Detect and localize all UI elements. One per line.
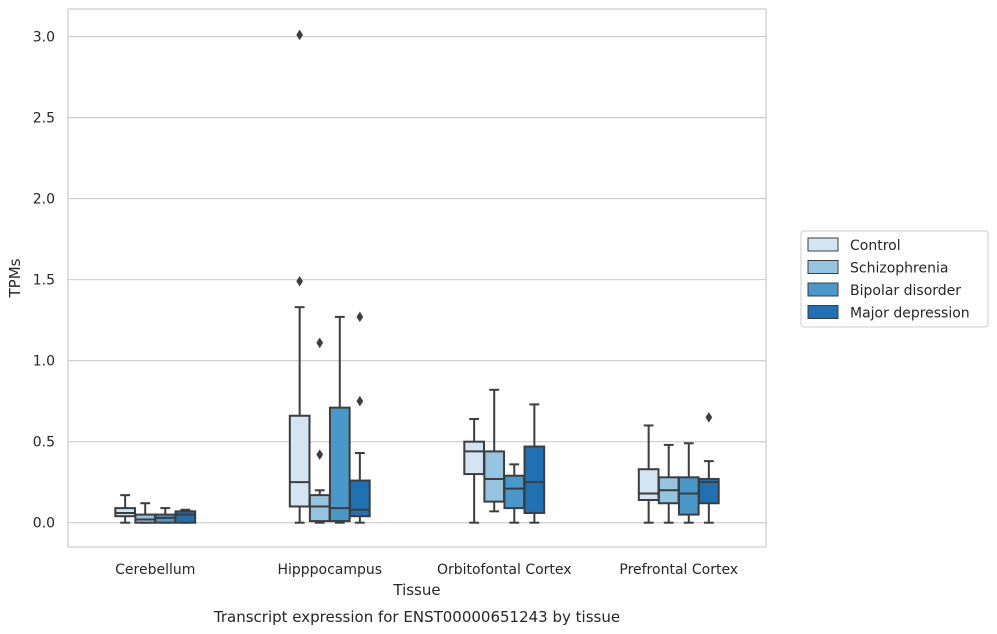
x-axis-label: Tissue: [392, 581, 440, 599]
iqr-box: [174, 510, 197, 524]
outlier-point: [296, 275, 304, 287]
box-control: [463, 417, 485, 524]
legend-label: Bipolar disorder: [850, 283, 961, 299]
outlier-point: [296, 29, 304, 41]
y-tick-label: 0.5: [33, 435, 55, 451]
box-bipolar-disorder: [503, 463, 526, 524]
outlier-point: [356, 395, 364, 407]
legend-swatch: [807, 237, 839, 252]
y-tick-label: 1.0: [33, 354, 55, 370]
legend-label: Major depression: [850, 306, 970, 322]
iqr-box: [503, 474, 526, 510]
iqr-box: [677, 476, 700, 516]
box-control: [637, 424, 660, 524]
gridlines: [68, 35, 766, 524]
outlier-point: [705, 412, 713, 423]
box-schizophrenia: [657, 443, 680, 524]
legend-swatch: [807, 282, 839, 297]
legend-items: Control Schizophrenia Bipolar disorder Majo…: [807, 237, 970, 322]
iqr-box: [698, 477, 720, 505]
box-control: [288, 29, 311, 524]
y-tick-label: 2.0: [33, 192, 55, 208]
outlier-point: [356, 311, 364, 323]
y-tick-label: 0.0: [33, 516, 55, 532]
y-tick-label: 3.0: [33, 30, 55, 46]
legend-frame: [800, 230, 989, 328]
y-axis-label: TPMs: [6, 258, 24, 298]
box-major-depression: [349, 311, 371, 524]
iqr-box: [328, 406, 351, 523]
y-tick-labels: 0.0 0.5 1.0 1.5 2.0 2.5 3.0: [33, 30, 55, 532]
box-schizophrenia: [134, 502, 157, 524]
y-tick-label: 1.5: [33, 273, 55, 289]
box-schizophrenia: [308, 337, 331, 524]
legend-swatch: [807, 305, 839, 319]
iqr-box: [288, 414, 311, 508]
iqr-box: [637, 468, 660, 502]
box-bipolar-disorder: [677, 442, 700, 524]
iqr-box: [523, 445, 546, 514]
figure-caption: Transcript expression for ENST0000065124…: [213, 608, 620, 626]
y-tick-label: 2.5: [33, 111, 55, 127]
box-major-depression: [523, 403, 546, 524]
x-tick-label: Prefrontal Cortex: [619, 562, 738, 578]
box-major-depression: [174, 508, 197, 524]
iqr-box: [349, 479, 371, 518]
box-control: [114, 494, 136, 524]
box-series: [114, 29, 720, 524]
box-schizophrenia: [483, 388, 506, 513]
box-major-depression: [698, 412, 720, 524]
x-tick-label: Cerebellum: [115, 562, 195, 578]
outlier-point: [316, 337, 324, 349]
box-bipolar-disorder: [328, 315, 351, 524]
x-tick-label: Orbitofontal Cortex: [437, 562, 572, 578]
x-tick-labels: Cerebellum Hipppocampus Orbitofontal Corte…: [115, 562, 738, 578]
iqr-box: [483, 450, 506, 503]
legend: Control Schizophrenia Bipolar disorder Majo…: [800, 230, 989, 328]
legend-label: Schizophrenia: [850, 261, 948, 277]
legend-swatch: [807, 260, 839, 274]
box-bipolar-disorder: [154, 507, 177, 524]
iqr-box: [308, 494, 331, 523]
legend-label: Control: [850, 238, 901, 254]
x-tick-label: Hipppocampus: [277, 562, 382, 578]
plot-frame: [67, 8, 767, 548]
iqr-box: [463, 440, 485, 476]
outlier-point: [316, 449, 324, 460]
